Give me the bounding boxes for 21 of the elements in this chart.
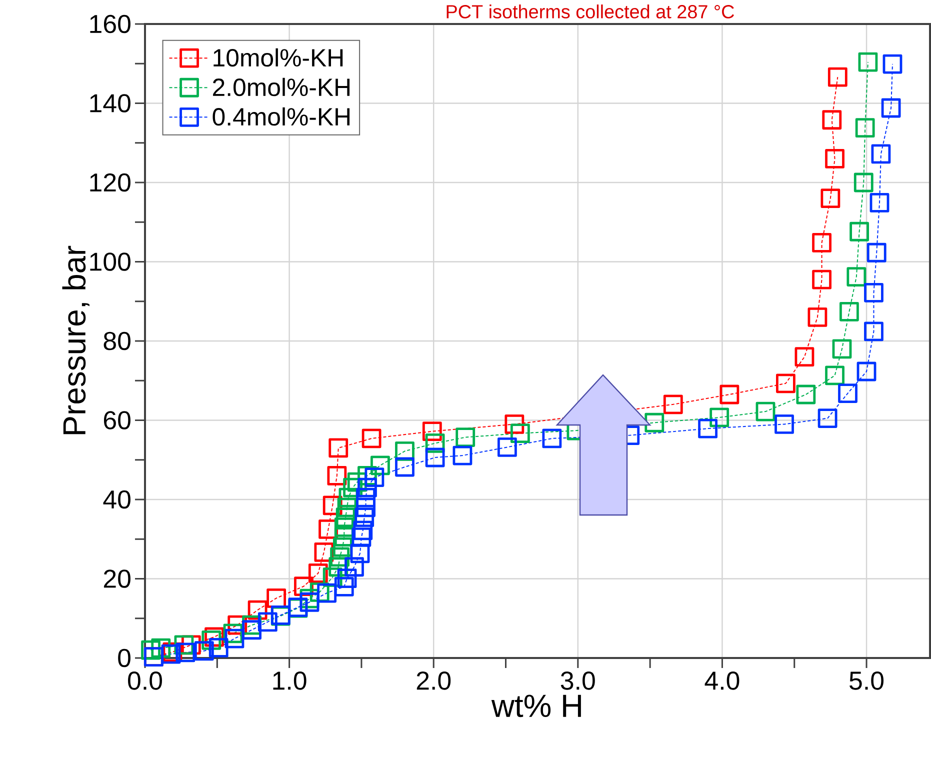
y-axis-title: Pressure, bar (62, 246, 90, 434)
x-tick-label: 1.0 (273, 672, 306, 690)
x-tick-label: 0.0 (128, 672, 162, 690)
y-tick-label: 60 (104, 411, 130, 430)
y-tick-label: 160 (90, 14, 130, 34)
x-tick-label: 5.0 (850, 672, 884, 690)
chart-title: PCT isotherms collected at 287 °C (446, 4, 734, 18)
x-tick-label: 2.0 (416, 672, 451, 690)
x-axis-title: wt% H (491, 694, 581, 718)
x-tick-label: 3.0 (560, 672, 595, 690)
legend-label: 10mol%-KH (214, 48, 343, 67)
y-tick-label: 40 (103, 490, 130, 509)
y-tick-label: 100 (90, 252, 130, 271)
y-tick-label: 80 (104, 332, 130, 350)
x-tick-label: 4.0 (704, 672, 740, 690)
legend-label: 2.0mol%-KH (213, 78, 350, 96)
legend-label: 0.4mol%-KH (212, 107, 350, 126)
y-tick-label: 140 (90, 94, 130, 112)
y-tick-label: 120 (90, 173, 130, 192)
y-tick-label: 20 (104, 570, 130, 588)
y-tick-label: 0 (118, 648, 130, 668)
